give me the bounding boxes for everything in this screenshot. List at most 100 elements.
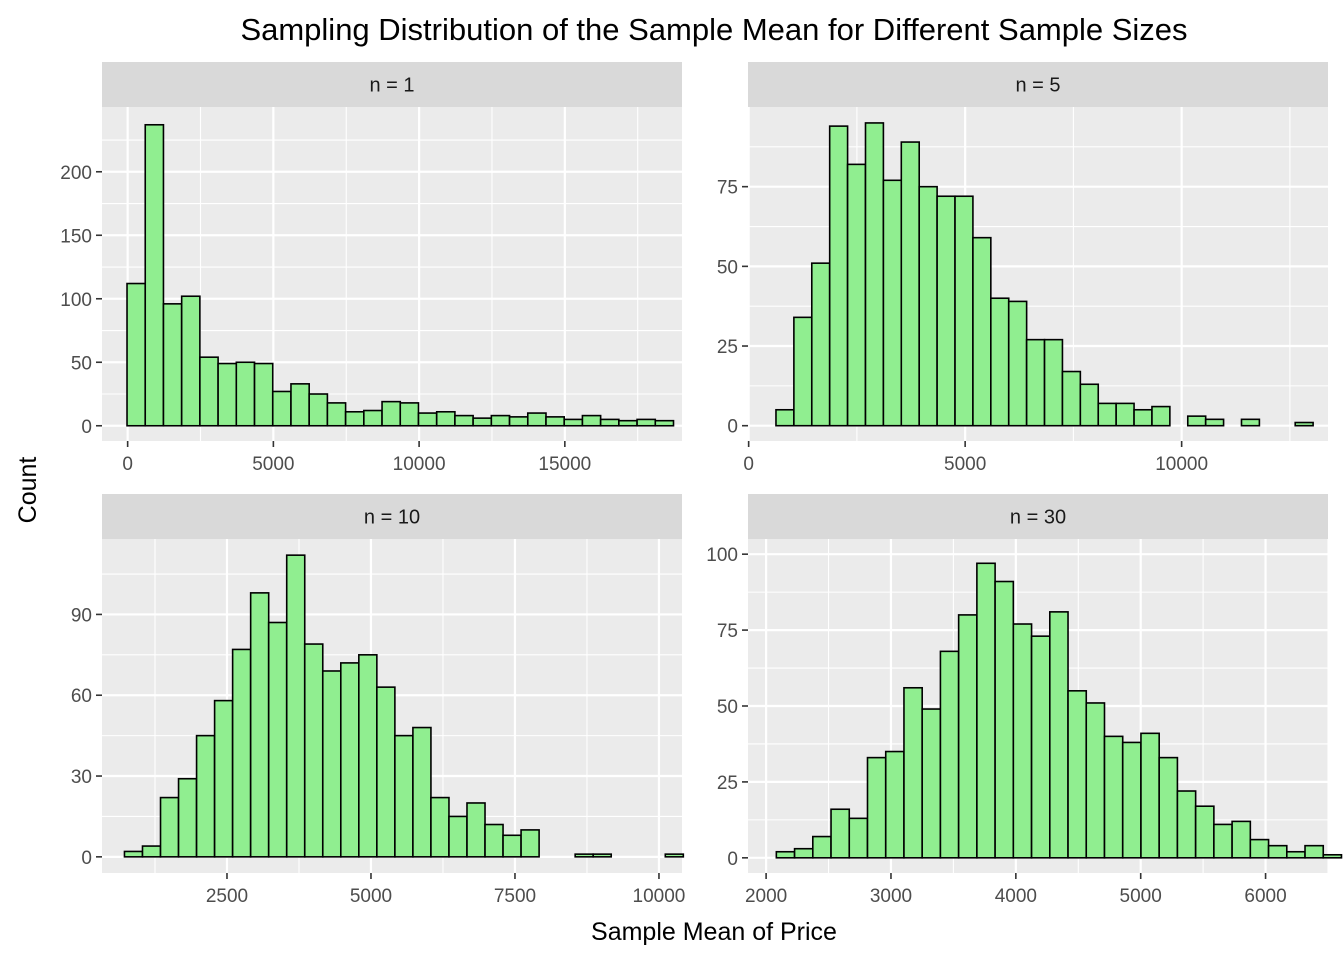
histogram-bar bbox=[918, 185, 938, 427]
histogram-bar bbox=[828, 125, 849, 427]
histogram-bars bbox=[123, 554, 685, 858]
histogram-bar bbox=[1061, 370, 1082, 427]
histogram-bar bbox=[1085, 702, 1106, 859]
histogram-bar bbox=[1048, 611, 1069, 859]
histogram-bar bbox=[213, 699, 234, 858]
facet-strip bbox=[748, 494, 1328, 539]
y-tick-label: 60 bbox=[71, 686, 92, 707]
x-tick-label: 6000 bbox=[1244, 886, 1286, 907]
facet-strip-label: n = 30 bbox=[1010, 507, 1066, 529]
x-tick-label: 10000 bbox=[633, 886, 686, 907]
histogram-bar bbox=[363, 409, 383, 427]
histogram-bar bbox=[1067, 690, 1088, 859]
histogram-bar bbox=[976, 562, 996, 859]
histogram-bar bbox=[581, 414, 602, 427]
histogram-bar bbox=[1186, 415, 1207, 427]
x-tick-label: 5000 bbox=[1120, 886, 1162, 907]
histogram-bar bbox=[144, 123, 165, 427]
histogram-bar bbox=[574, 853, 594, 858]
y-tick-label: 30 bbox=[71, 767, 92, 788]
x-tick-label: 5000 bbox=[252, 454, 294, 475]
histogram-bar bbox=[199, 356, 219, 427]
y-tick-label: 25 bbox=[717, 337, 738, 358]
x-tick-label: 2500 bbox=[206, 886, 248, 907]
y-tick-label: 50 bbox=[71, 353, 92, 374]
histogram-bar bbox=[1240, 418, 1261, 427]
histogram-bar bbox=[810, 262, 831, 427]
histogram-bar bbox=[1285, 850, 1306, 859]
histogram-bar bbox=[599, 418, 620, 427]
y-tick-label: 50 bbox=[717, 257, 738, 278]
y-axis-title: Count bbox=[14, 457, 42, 524]
histogram-bar bbox=[972, 236, 992, 427]
histogram-bar bbox=[936, 195, 956, 427]
histogram-bar bbox=[1025, 338, 1046, 427]
histogram-bar bbox=[957, 614, 978, 859]
histogram-bar bbox=[177, 777, 198, 858]
y-tick-label: 200 bbox=[60, 163, 92, 184]
x-axis-title: Sample Mean of Price bbox=[591, 918, 837, 946]
histogram-bar bbox=[812, 835, 832, 859]
histogram-bar bbox=[454, 414, 474, 427]
histogram-bar bbox=[1204, 418, 1225, 427]
y-tick-label: 150 bbox=[60, 226, 92, 247]
histogram-bar bbox=[508, 416, 529, 427]
histogram-bar bbox=[954, 195, 974, 427]
y-tick-label: 0 bbox=[727, 849, 738, 870]
histogram-bar bbox=[1151, 405, 1171, 427]
y-tick-label: 50 bbox=[717, 697, 738, 718]
histogram-bar bbox=[775, 408, 795, 427]
histogram-bar bbox=[903, 686, 923, 859]
histogram-bar bbox=[846, 163, 867, 427]
histogram-bar bbox=[253, 362, 274, 427]
histogram-bar bbox=[1103, 735, 1124, 859]
facet-panel: n = 10 2500 5000 7500 10000 0 30 60 90 bbox=[71, 494, 686, 907]
histogram-bar bbox=[1267, 844, 1288, 859]
histogram-bar bbox=[308, 393, 329, 427]
histogram-bar bbox=[563, 418, 584, 427]
chart-title: Sampling Distribution of the Sample Mean… bbox=[240, 12, 1187, 47]
x-tick-label: 0 bbox=[122, 454, 133, 475]
histogram-bar bbox=[123, 850, 144, 858]
histogram-bar bbox=[267, 621, 288, 858]
x-tick-label: 15000 bbox=[538, 454, 591, 475]
histogram-bar bbox=[1213, 823, 1233, 859]
histogram-bar bbox=[775, 850, 796, 859]
histogram-bar bbox=[376, 686, 396, 858]
histogram-bar bbox=[1158, 756, 1179, 859]
histogram-bar bbox=[1294, 421, 1314, 427]
facet-strip bbox=[748, 62, 1328, 107]
histogram-bars bbox=[775, 562, 1343, 859]
histogram-bar bbox=[990, 297, 1010, 427]
y-tick-label: 0 bbox=[727, 417, 738, 438]
histogram-bar bbox=[1097, 402, 1117, 427]
histogram-bar bbox=[1194, 805, 1215, 859]
histogram-bar bbox=[793, 316, 813, 427]
facet-panel: n = 5 0 5000 10000 0 25 50 75 bbox=[717, 62, 1328, 475]
histogram-bar bbox=[126, 282, 147, 427]
histogram-bar bbox=[1030, 635, 1051, 859]
histogram-bar bbox=[435, 410, 456, 427]
histogram-bar bbox=[159, 796, 180, 858]
x-tick-label: 10000 bbox=[1155, 454, 1208, 475]
histogram-bar bbox=[285, 554, 306, 858]
facet-strip-label: n = 10 bbox=[364, 507, 420, 529]
x-tick-label: 4000 bbox=[995, 886, 1037, 907]
histogram-bar bbox=[900, 141, 921, 427]
histogram-bar bbox=[195, 734, 216, 858]
histogram-bar bbox=[1322, 853, 1343, 859]
histogram-bar bbox=[1115, 402, 1135, 427]
histogram-bar bbox=[793, 847, 814, 859]
y-tick-label: 100 bbox=[706, 545, 738, 566]
histogram-bar bbox=[864, 122, 885, 427]
histogram-bar bbox=[231, 648, 252, 858]
y-tick-label: 75 bbox=[717, 178, 738, 199]
histogram-bar bbox=[1304, 844, 1325, 859]
histogram-bar bbox=[664, 853, 685, 858]
histogram-bar bbox=[430, 796, 450, 858]
y-tick-label: 25 bbox=[717, 773, 738, 794]
histogram-bar bbox=[994, 580, 1015, 859]
histogram-bar bbox=[1121, 741, 1142, 859]
